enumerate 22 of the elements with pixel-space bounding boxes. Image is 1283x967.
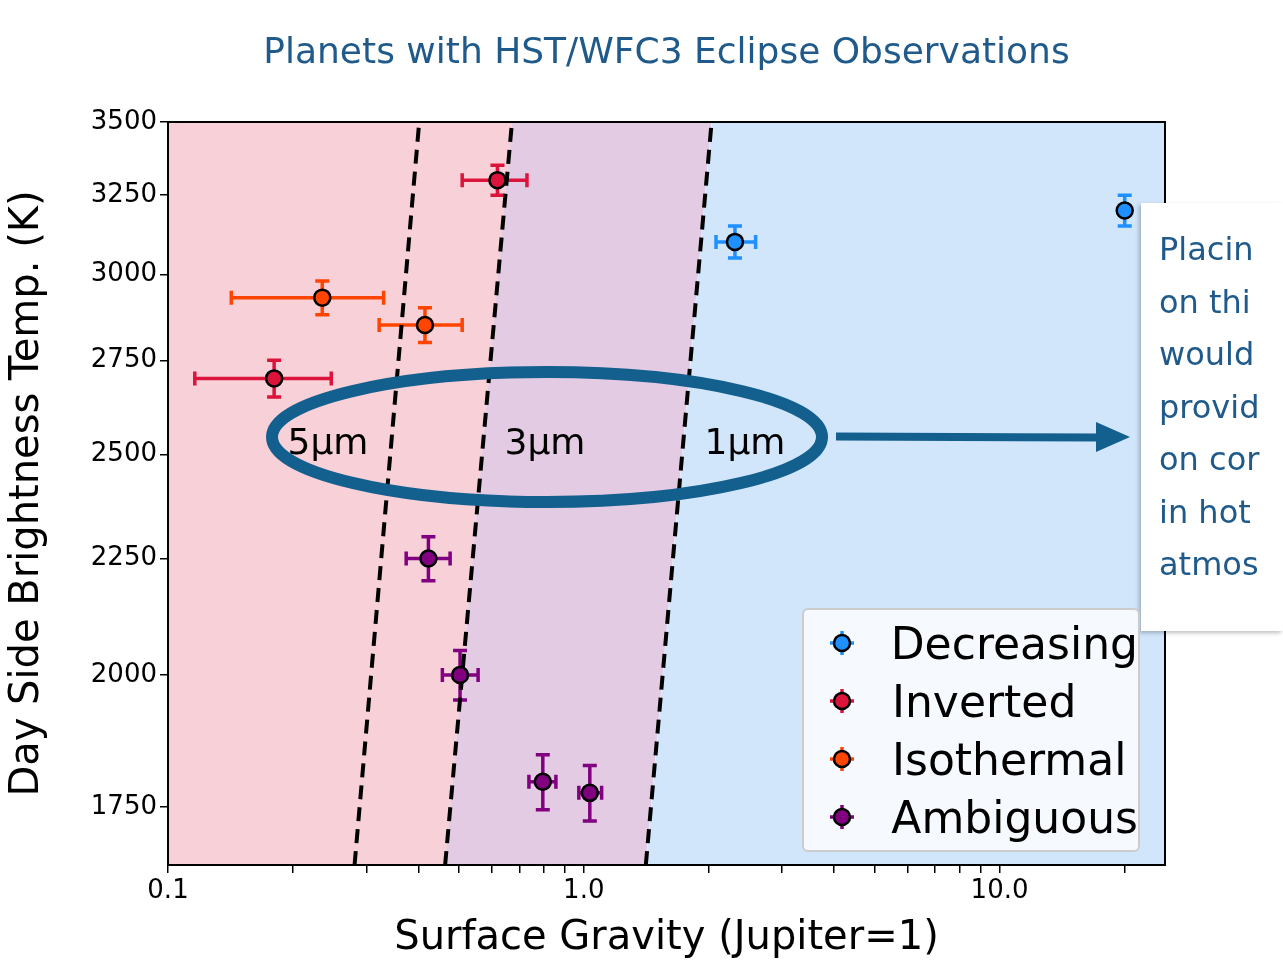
y-axis-title: Day Side Brightness Temp. (K) [1,190,48,797]
y-tick-label: 2000 [90,657,157,688]
y-tick-label: 2750 [90,343,157,374]
y-tick-label: 3250 [90,177,157,208]
annotation: 5µm [287,420,369,462]
y-tick-label: 3000 [90,257,157,288]
annotation: 3µm [504,420,586,462]
y-tick-label: 1750 [90,789,157,820]
legend-label: Decreasing [890,617,1138,669]
x-tick-label: 0.1 [147,874,189,905]
x-tick-label: 1.0 [563,874,605,905]
annotation: 1µm [704,420,786,462]
legend-label: Inverted [892,675,1077,727]
annotation: Placin on thi would provid on cor in hot atmos [1141,203,1283,631]
chart-title: Planets with HST/WFC3 Eclipse Observations [262,30,1071,71]
legend-label: Ambiguous [891,791,1138,843]
legend-label: Isothermal [892,733,1127,785]
x-axis-title: Surface Gravity (Jupiter=1) [394,912,939,959]
x-tick-label: 10.0 [970,874,1029,905]
y-tick-label: 3500 [90,104,157,135]
y-tick-label: 2500 [90,437,157,468]
y-tick-label: 2250 [90,541,157,572]
